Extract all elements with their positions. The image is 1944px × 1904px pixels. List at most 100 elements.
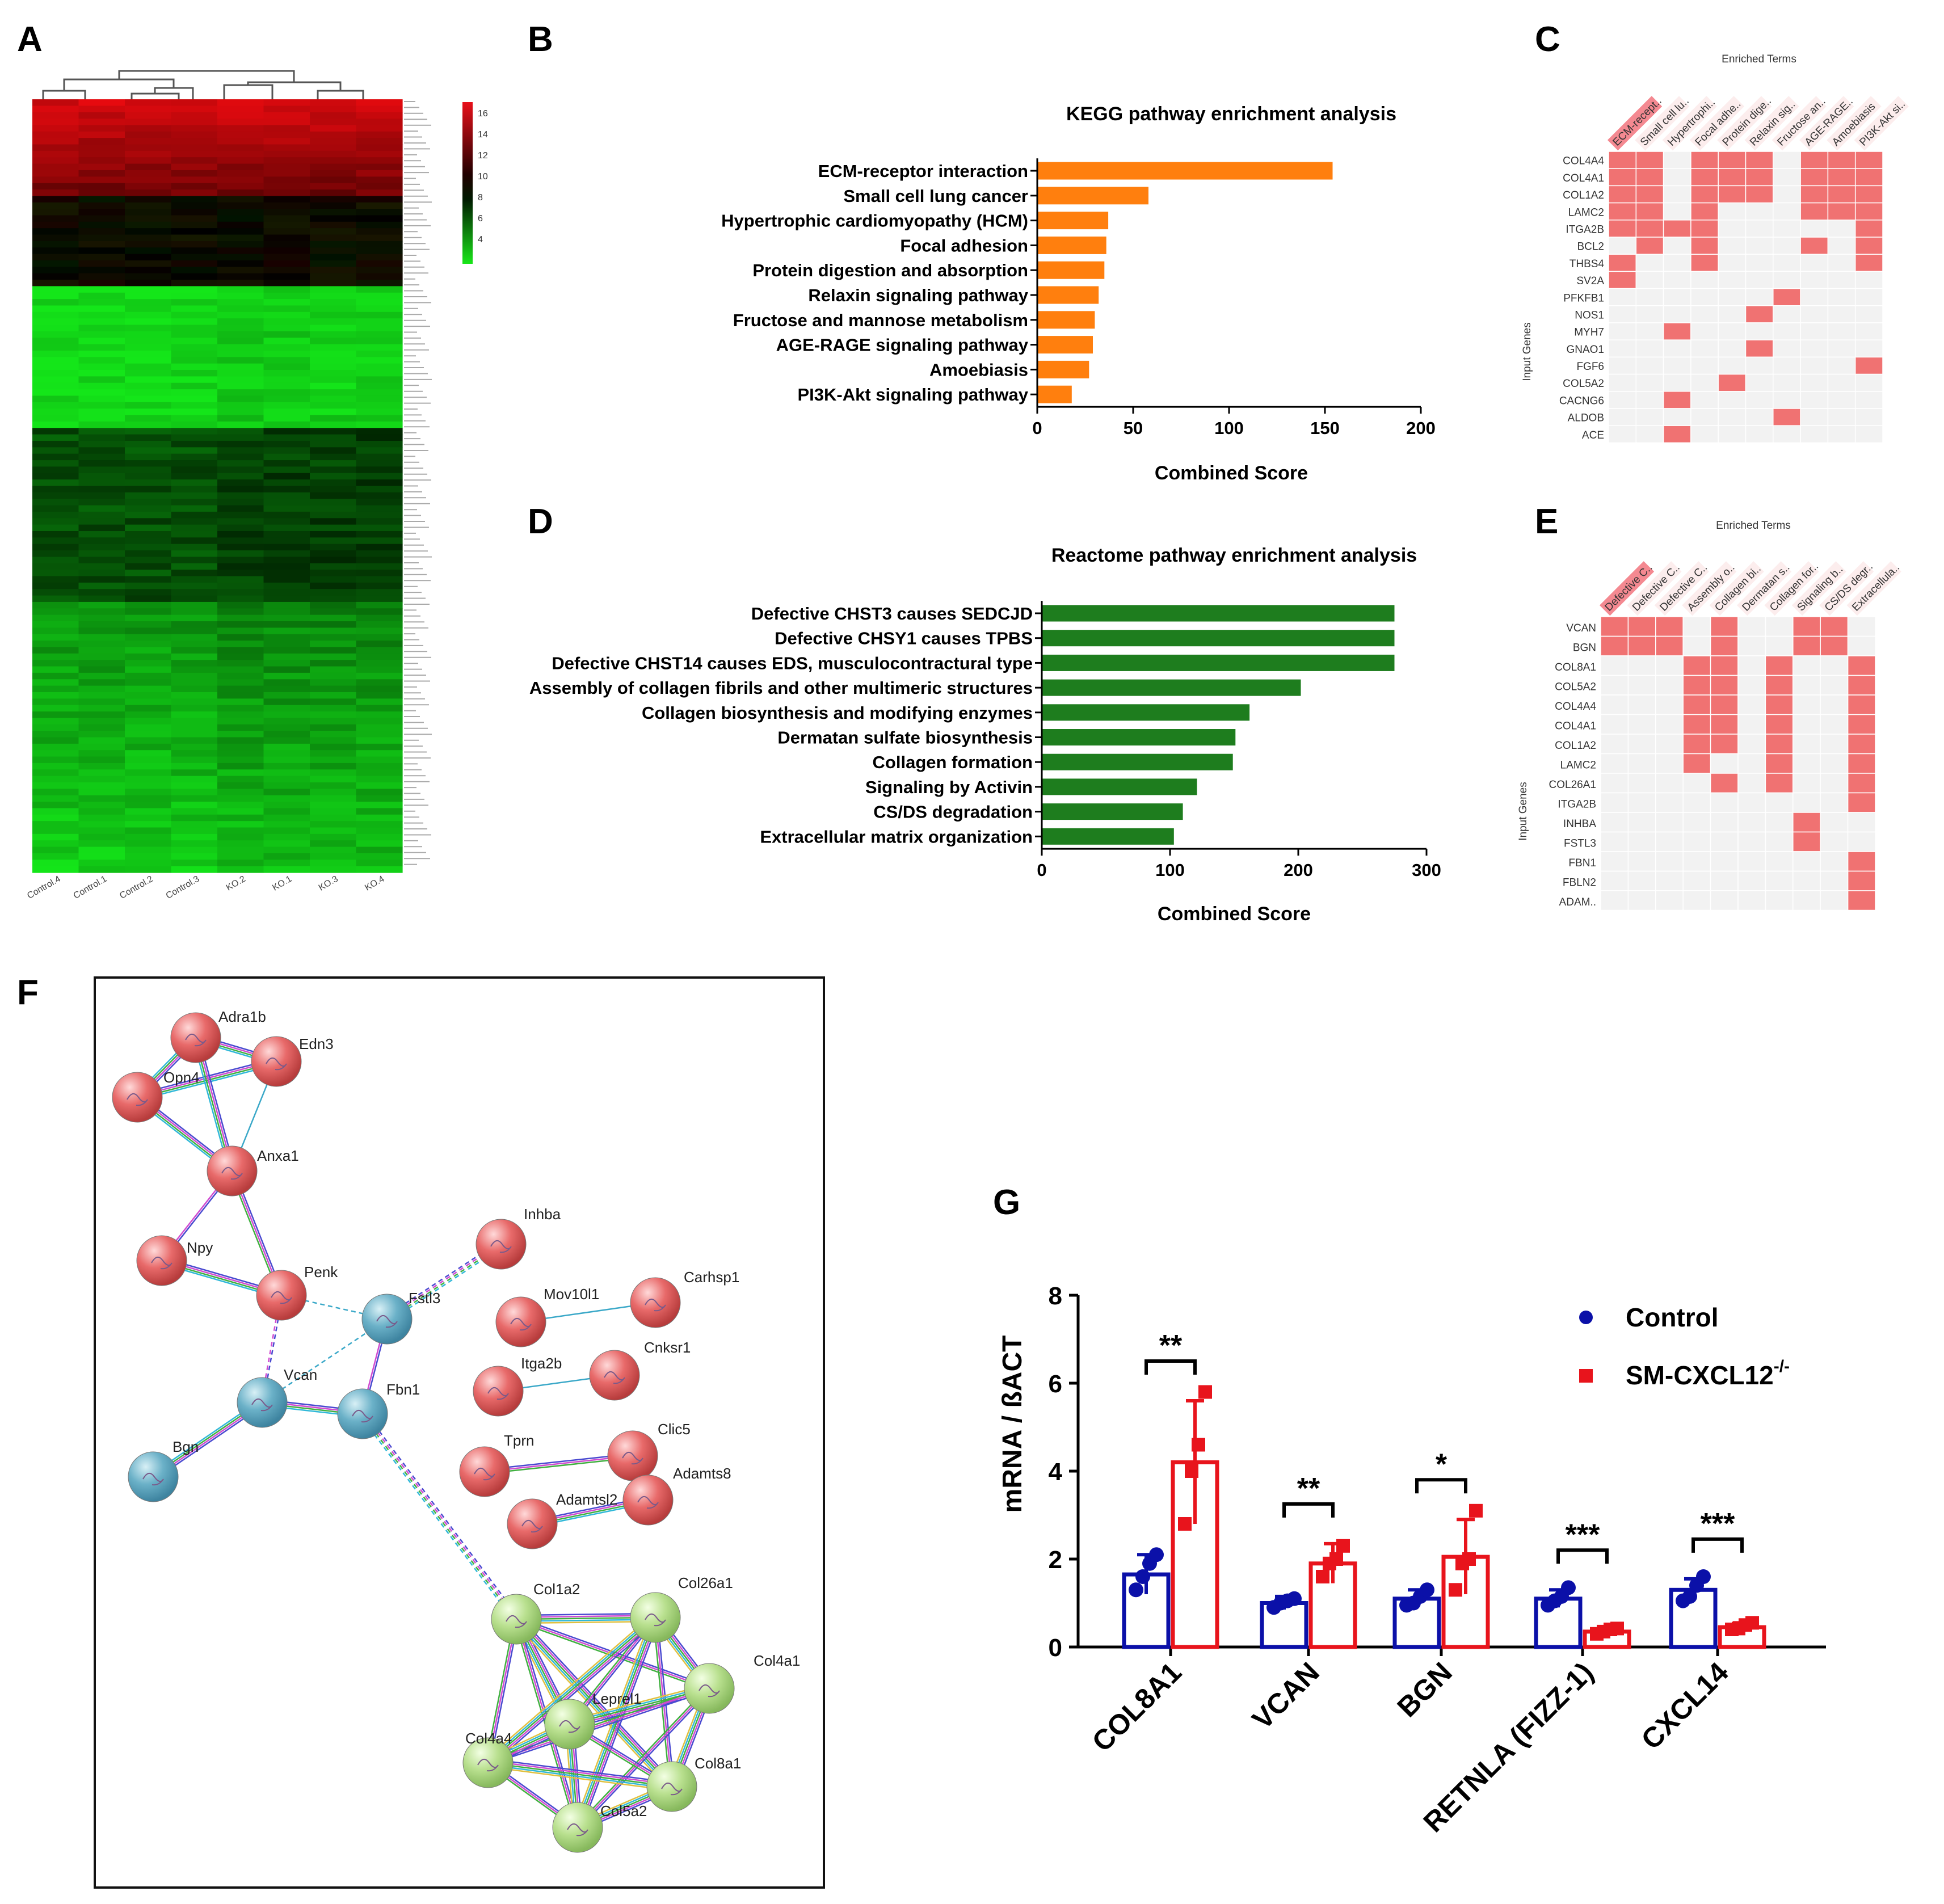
- category-label-hypertrophic-cardiomyopathy-hcm: Hypertrophic cardiomyopathy (HCM): [721, 211, 1028, 231]
- heatmap-cell: [32, 119, 79, 126]
- network-edge-fbn1-col1a2: [364, 1412, 520, 1618]
- heatmap-cell: [32, 460, 79, 467]
- matrix-cell-col26a1-5: [1710, 773, 1739, 794]
- category-label-collagen-formation: Collagen formation: [873, 752, 1033, 772]
- heatmap-cell: [32, 234, 79, 242]
- heatmap-cells: [32, 99, 403, 873]
- heatmap-cell: [125, 486, 172, 493]
- heatmap-cell: [32, 492, 79, 499]
- matrix-cell-itga2b-1: [1600, 792, 1629, 813]
- heatmap-cell: [32, 576, 79, 583]
- network-node-tprn: [459, 1446, 510, 1497]
- heatmap-cell: [263, 254, 310, 261]
- x-tick-label-0: 0: [1032, 418, 1042, 438]
- matrix-cell-lamc2-8: [1800, 202, 1829, 221]
- matrix-cell-col1a2-5: [1710, 734, 1739, 755]
- matrix-cell-itga2b-9: [1820, 792, 1849, 813]
- network-node-opn4: [112, 1072, 163, 1123]
- heatmap-cell: [125, 202, 172, 209]
- matrix-cell-ace-5: [1718, 425, 1747, 444]
- heatmap-cell: [217, 311, 264, 319]
- matrix-cell-cacng6-6: [1745, 391, 1774, 409]
- heatmap-cell: [125, 737, 172, 744]
- heatmap-cell: [171, 170, 218, 177]
- heatmap-cell: [125, 647, 172, 654]
- category-label-defective-chsy1-causes-tpbs: Defective CHSY1 causes TPBS: [775, 629, 1033, 648]
- heatmap-cell: [32, 138, 79, 145]
- heatmap-cell: [310, 769, 357, 777]
- heatmap-legend-tick-16: 16: [478, 109, 488, 119]
- matrix-cell-inhba-5: [1710, 812, 1739, 833]
- heatmap-cell: [263, 679, 310, 686]
- matrix-row-label-col4a1: COL4A1: [1563, 172, 1604, 184]
- heatmap-cell: [217, 511, 264, 519]
- heatmap-cell: [310, 325, 357, 332]
- heatmap-cell: [32, 125, 79, 132]
- heatmap-cell: [263, 802, 310, 809]
- heatmap-cell: [310, 692, 357, 699]
- heatmap-cell: [310, 660, 357, 667]
- matrix-cell-col4a1-4: [1682, 714, 1711, 735]
- heatmap-cell: [217, 176, 264, 184]
- heatmap-cell: [310, 672, 357, 680]
- heatmap-cell: [78, 234, 125, 242]
- matrix-cell-inhba-2: [1627, 812, 1656, 833]
- matrix-cell-col4a4-3: [1663, 151, 1691, 169]
- heatmap-cell: [356, 763, 403, 770]
- heatmap-cell: [78, 814, 125, 822]
- heatmap-cell: [356, 795, 403, 802]
- heatmap-cell: [78, 363, 125, 370]
- heatmap-cell: [356, 157, 403, 165]
- heatmap-cell: [310, 557, 357, 564]
- matrix-cell-col4a1-10: [1847, 714, 1876, 735]
- qpcr-y-tick-label-6: 6: [1049, 1370, 1062, 1398]
- heatmap-cell: [217, 789, 264, 796]
- heatmap-cell: [125, 511, 172, 519]
- matrix-cell-col8a1-4: [1682, 655, 1711, 676]
- heatmap-cell: [217, 209, 264, 216]
- reactome-matrix-cells: [1600, 616, 1876, 911]
- heatmap-cell: [217, 833, 264, 841]
- heatmap-cell: [310, 608, 357, 616]
- heatmap-cell: [310, 299, 357, 306]
- matrix-cell-aldob-8: [1800, 408, 1829, 426]
- matrix-cell-col1a2-7: [1765, 734, 1794, 755]
- heatmap-cell: [356, 395, 403, 403]
- heatmap-cell: [263, 466, 310, 474]
- heatmap-cell: [217, 601, 264, 609]
- heatmap-cell: [32, 189, 79, 196]
- heatmap-cell: [171, 125, 218, 132]
- x-tick-label-100: 100: [1214, 418, 1244, 438]
- heatmap-cell: [125, 325, 172, 332]
- heatmap-cell: [125, 840, 172, 848]
- heatmap-cell: [32, 776, 79, 783]
- heatmap-cell: [310, 305, 357, 313]
- matrix-cell-bcl2-1: [1608, 237, 1637, 255]
- heatmap-cell: [125, 750, 172, 757]
- network-node-label-cnksr1: Cnksr1: [644, 1339, 691, 1356]
- matrix-row-label-inhba: INHBA: [1563, 818, 1596, 830]
- matrix-cell-col4a1-4: [1690, 168, 1719, 187]
- heatmap-cell: [125, 331, 172, 338]
- kegg-matrix-row-labels: COL4A4COL4A1COL1A2LAMC2ITGA2BBCL2THBS4SV…: [1559, 155, 1605, 441]
- heatmap-cell: [356, 350, 403, 357]
- heatmap-cell: [32, 421, 79, 428]
- heatmap-cell: [310, 150, 357, 158]
- matrix-cell-col4a4-7: [1765, 694, 1794, 715]
- heatmap-cell: [171, 389, 218, 397]
- category-label-signaling-by-activin: Signaling by Activin: [865, 777, 1033, 797]
- network-node-fbn1: [337, 1388, 388, 1439]
- heatmap-cell: [356, 653, 403, 660]
- heatmap-cell: [217, 234, 264, 242]
- heatmap-cell: [171, 408, 218, 416]
- heatmap-cell: [310, 370, 357, 377]
- matrix-column-header-bg-5: [1717, 96, 1772, 151]
- heatmap-cell: [310, 563, 357, 570]
- heatmap-cell: [32, 183, 79, 190]
- matrix-cell-itga2b-8: [1792, 792, 1821, 813]
- heatmap-cell: [217, 460, 264, 467]
- matrix-row-label-fbln2: FBLN2: [1563, 877, 1596, 888]
- heatmap-cell: [171, 557, 218, 564]
- network-node-leprel1: [544, 1699, 595, 1750]
- network-node-structure-tprn: [474, 1468, 495, 1481]
